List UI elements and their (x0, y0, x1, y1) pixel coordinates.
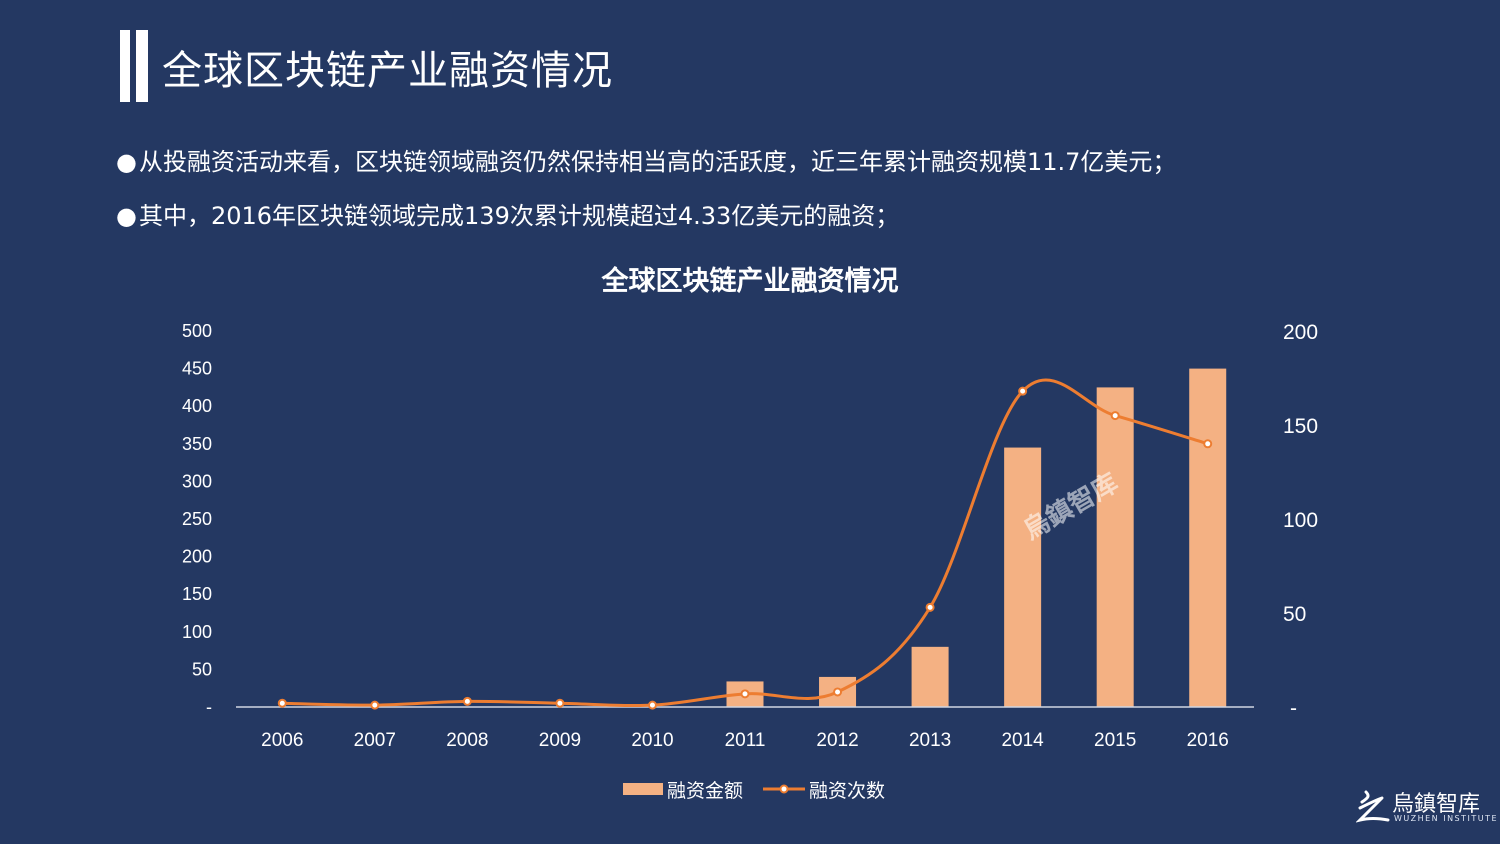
x-axis-tick-label: 2016 (1187, 730, 1229, 751)
x-axis-tick-label: 2006 (261, 730, 303, 751)
bullet-item: ●其中，2016年区块链领域完成139次累计规模超过4.33亿美元的融资； (116, 196, 899, 231)
left-axis-tick-label: 500 (182, 321, 212, 341)
left-axis-tick-label: 200 (182, 547, 212, 567)
title-accent-bar (136, 30, 148, 102)
right-axis-tick-label: 150 (1283, 415, 1318, 438)
right-axis-tick-label: - (1290, 697, 1297, 720)
title-accent-bar (120, 30, 130, 102)
page-title: 全球区块链产业融资情况 (162, 48, 613, 94)
x-axis-tick-label: 2010 (631, 730, 673, 751)
x-axis-tick-label: 2008 (446, 730, 488, 751)
x-axis-tick-label: 2009 (539, 730, 581, 751)
line-point-2012 (833, 687, 843, 697)
legend-swatch-bar (623, 783, 663, 795)
line-point-2008 (462, 696, 472, 706)
logo-text: 烏鎮智库 (1392, 792, 1481, 817)
line-point-2010 (647, 700, 657, 710)
left-axis-tick-label: - (206, 697, 212, 717)
left-axis-tick-label: 450 (182, 359, 212, 379)
left-axis-tick-label: 400 (182, 396, 212, 416)
line-point-2006 (277, 698, 287, 708)
bar-2015 (1096, 387, 1134, 707)
chart-title: 全球区块链产业融资情况 (601, 265, 899, 297)
wuzhen-logo: 烏鎮智库 WUZHEN INSTITUTE (1356, 786, 1497, 826)
line-point-2016 (1203, 439, 1213, 449)
line-point-2007 (370, 700, 380, 710)
legend-label-line: 融资次数 (809, 780, 885, 802)
right-axis-tick-label: 200 (1283, 321, 1318, 344)
left-axis-tick-label: 150 (182, 584, 212, 604)
left-axis-tick-label: 250 (182, 509, 212, 529)
bar-2013 (911, 646, 949, 707)
left-axis-tick-label: 350 (182, 434, 212, 454)
x-axis-tick-label: 2015 (1094, 730, 1136, 751)
bar-2016 (1189, 368, 1227, 707)
left-axis-tick-label: 300 (182, 471, 212, 491)
line-point-2014 (1018, 386, 1028, 396)
series-line-融资次数 (282, 378, 1209, 708)
bar-2014 (1004, 447, 1042, 707)
bullet-dot: ● (116, 202, 137, 230)
legend-swatch-marker (779, 784, 789, 794)
left-axis-tick-label: 50 (192, 659, 212, 679)
bullet-dot: ● (116, 148, 137, 176)
bullet-text: 从投融资活动来看，区块链领域融资仍然保持相当高的活跃度，近三年累计融资规模11.… (138, 148, 1177, 176)
legend-label-bar: 融资金额 (667, 780, 743, 802)
logo-subtitle: WUZHEN INSTITUTE (1394, 814, 1499, 823)
line-point-2015 (1110, 411, 1120, 421)
bullet-item: ●从投融资活动来看，区块链领域融资仍然保持相当高的活跃度，近三年累计融资规模11… (116, 142, 1176, 177)
x-axis-tick-label: 2014 (1001, 730, 1044, 751)
left-axis-tick-label: 100 (182, 622, 212, 642)
right-axis-tick-label: 50 (1283, 603, 1306, 626)
x-axis-tick-label: 2013 (909, 730, 951, 751)
x-axis-tick-label: 2011 (725, 730, 766, 751)
right-axis-tick-label: 100 (1283, 509, 1318, 532)
line-point-2011 (740, 689, 750, 699)
x-axis-tick-label: 2007 (354, 730, 396, 751)
x-axis-tick-label: 2012 (816, 730, 858, 751)
bullet-text: 其中，2016年区块链领域完成139次累计规模超过4.33亿美元的融资； (138, 202, 900, 230)
brush-logo-icon (1356, 790, 1390, 823)
line-point-2009 (555, 698, 565, 708)
line-point-2013 (925, 602, 935, 612)
